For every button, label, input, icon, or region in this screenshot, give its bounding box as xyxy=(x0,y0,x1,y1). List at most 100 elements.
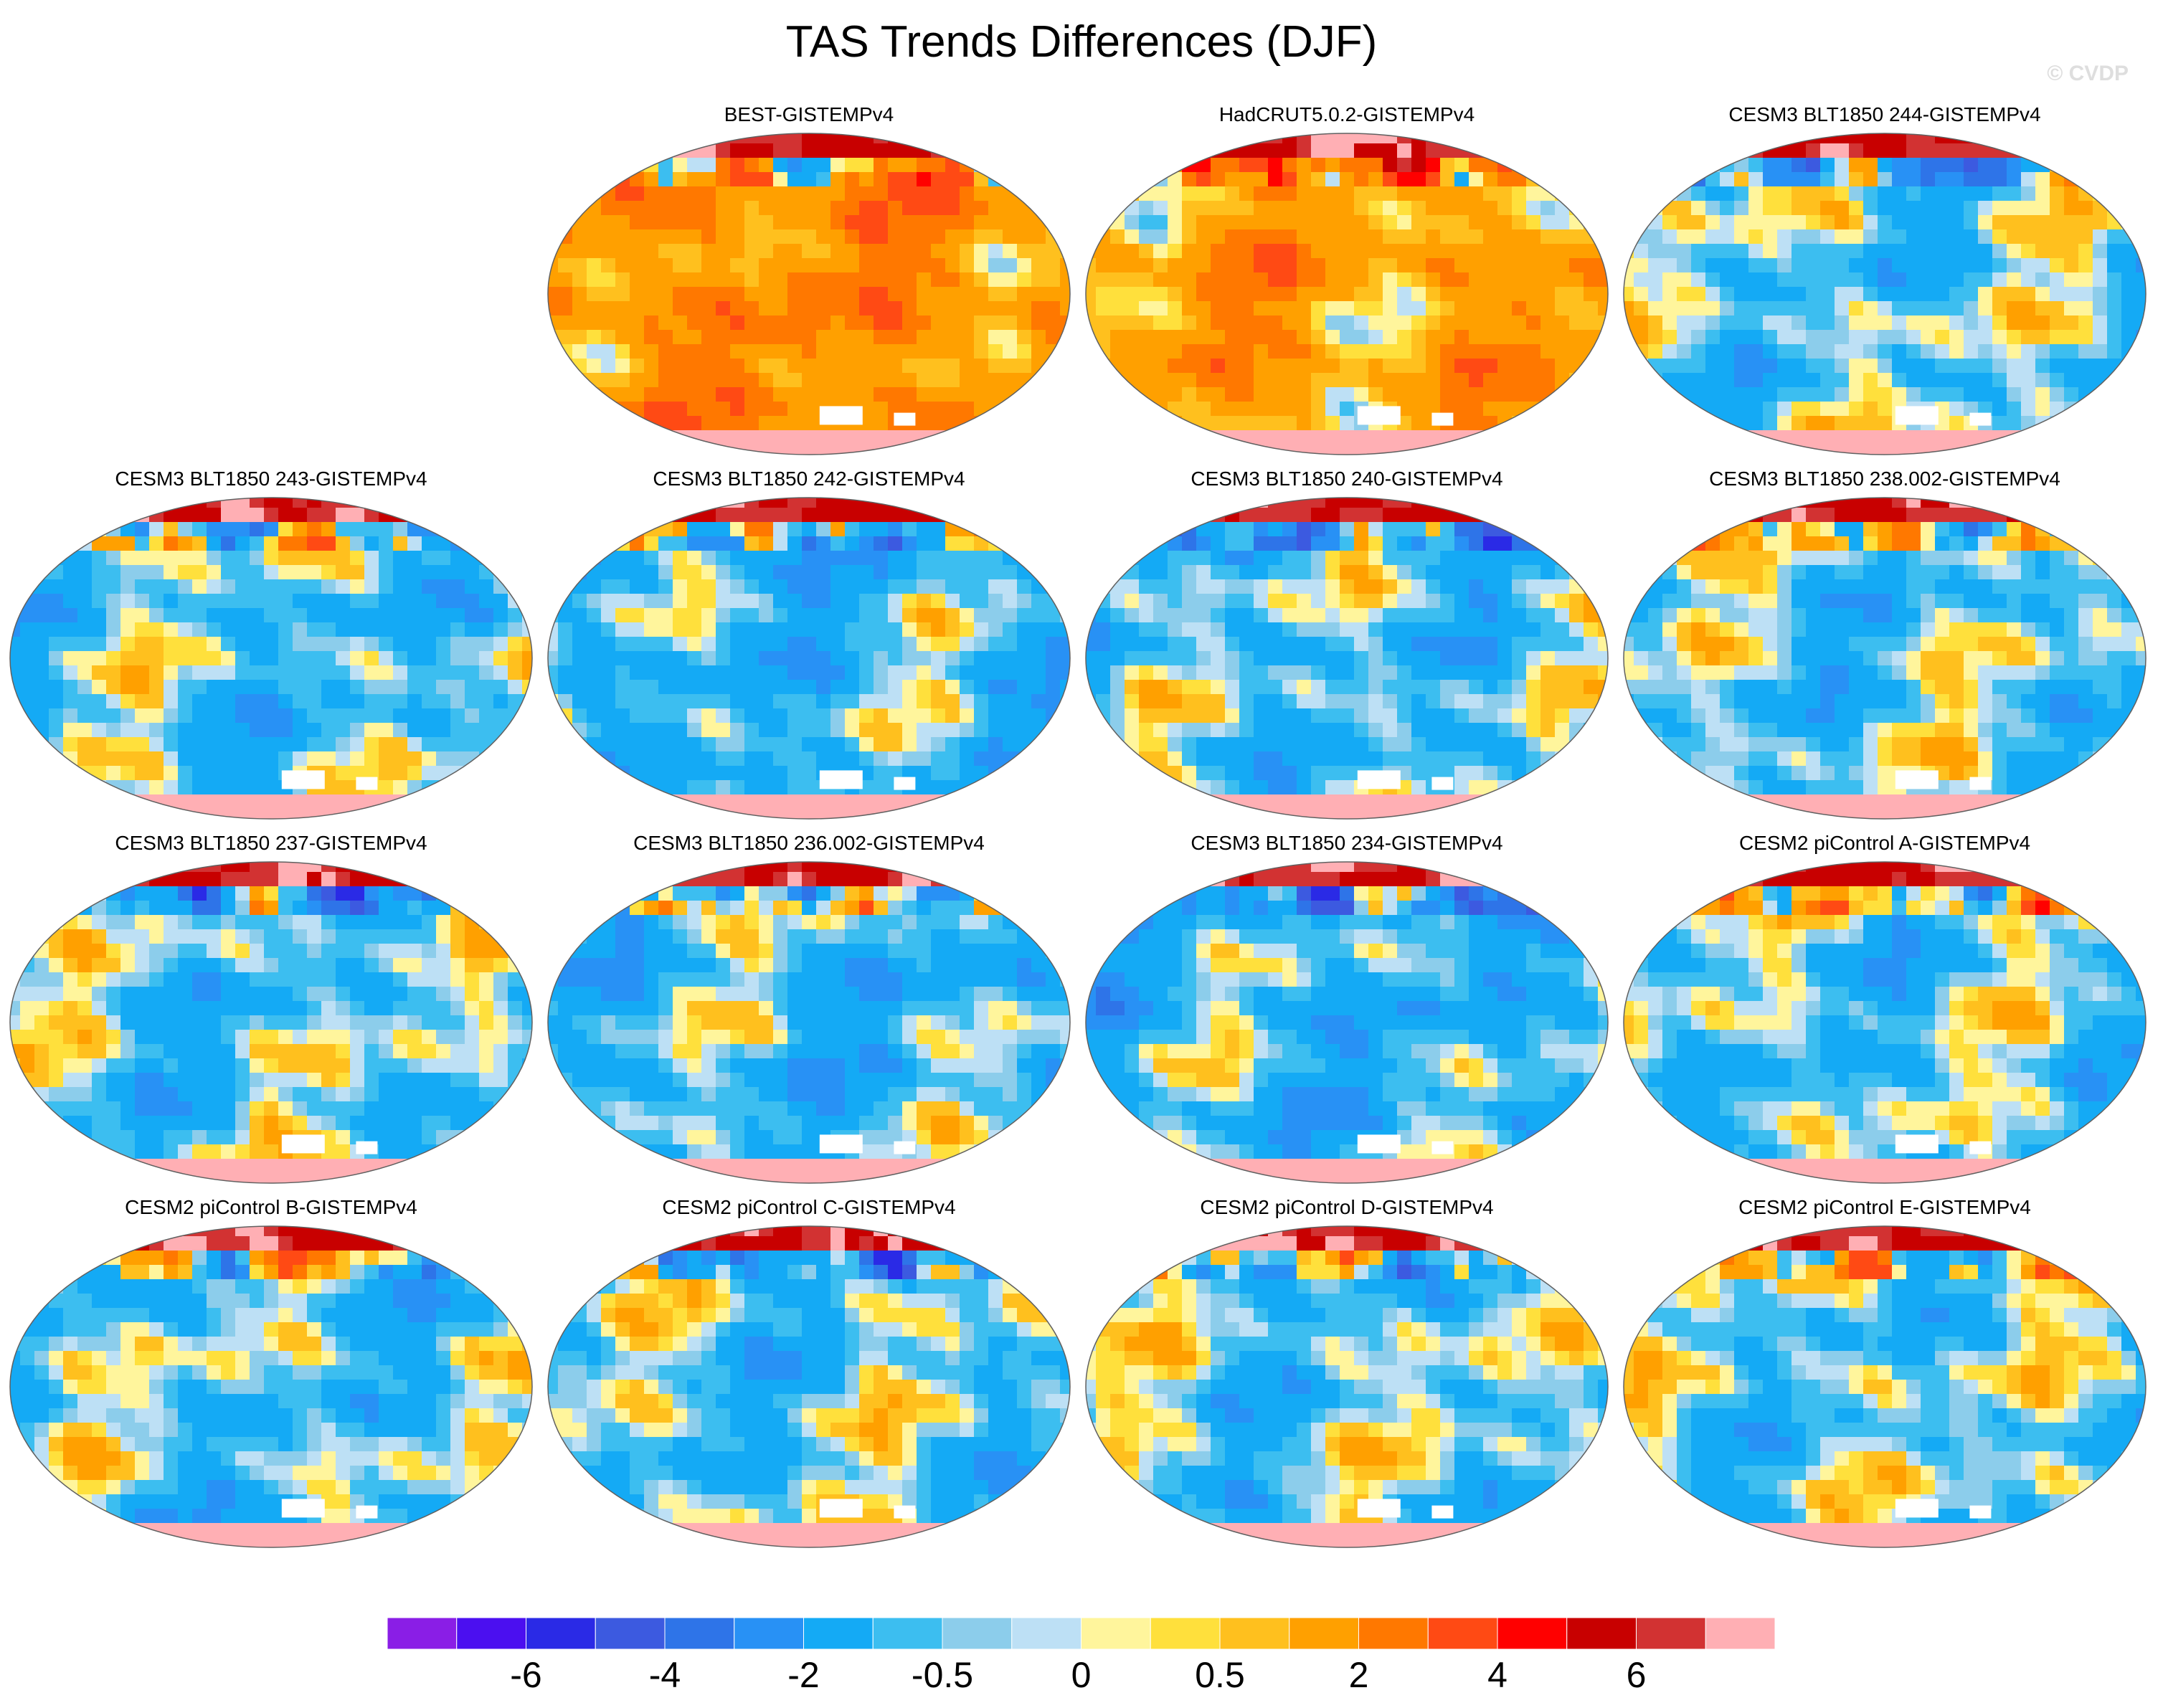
map-panel: HadCRUT5.0.2-GISTEMPv4 xyxy=(1082,102,1612,460)
map-panel: CESM3 BLT1850 237-GISTEMPv4 xyxy=(6,830,536,1189)
panel-title: CESM2 piControl C-GISTEMPv4 xyxy=(662,1196,956,1218)
colorbar-swatch xyxy=(664,1618,735,1649)
map-outline xyxy=(1085,133,1609,455)
colorbar-tick-label: -4 xyxy=(648,1655,681,1695)
map-outline xyxy=(1085,1225,1609,1548)
trend-field xyxy=(1086,1226,1608,1547)
colorbar-tick-label: -2 xyxy=(787,1655,820,1695)
panel-title: CESM3 BLT1850 237-GISTEMPv4 xyxy=(115,832,427,854)
map-outline xyxy=(1085,497,1609,820)
colorbar-swatch xyxy=(1219,1618,1290,1649)
map-panel: CESM2 piControl D-GISTEMPv4 xyxy=(1082,1195,1612,1553)
robinson-map xyxy=(1623,497,2147,820)
map-outline xyxy=(547,133,1071,455)
robinson-map xyxy=(547,133,1071,455)
map-outline xyxy=(1623,497,2147,820)
colorbar-tick-label: 6 xyxy=(1626,1655,1647,1695)
robinson-map xyxy=(547,497,1071,820)
colorbar-swatch xyxy=(1497,1618,1568,1649)
map-outline xyxy=(547,1225,1071,1548)
colorbar-swatch xyxy=(803,1618,874,1649)
map-outline xyxy=(547,861,1071,1184)
map-outline xyxy=(9,497,533,820)
trend-field xyxy=(10,862,532,1183)
map-outline xyxy=(1085,861,1609,1184)
map-panel: CESM3 BLT1850 238.002-GISTEMPv4 xyxy=(1619,466,2150,825)
colorbar-tick-label: 4 xyxy=(1487,1655,1508,1695)
robinson-map xyxy=(1623,133,2147,455)
robinson-map xyxy=(547,1225,1071,1548)
trend-field xyxy=(1624,498,2146,819)
map-panel: BEST-GISTEMPv4 xyxy=(544,102,1074,460)
map-panel: CESM3 BLT1850 236.002-GISTEMPv4 xyxy=(544,830,1074,1189)
robinson-map xyxy=(1085,133,1609,455)
colorbar-swatch xyxy=(1081,1618,1151,1649)
map-panel: CESM2 piControl B-GISTEMPv4 xyxy=(6,1195,536,1553)
map-outline xyxy=(547,497,1071,820)
map-panel: CESM2 piControl A-GISTEMPv4 xyxy=(1619,830,2150,1189)
panel-title: BEST-GISTEMPv4 xyxy=(724,103,894,125)
panel-title: CESM3 BLT1850 236.002-GISTEMPv4 xyxy=(633,832,985,854)
panel-title: CESM3 BLT1850 242-GISTEMPv4 xyxy=(653,468,965,490)
main-title: TAS Trends Differences (DJF) xyxy=(785,17,1378,67)
panel-title: CESM3 BLT1850 243-GISTEMPv4 xyxy=(115,468,427,490)
robinson-map xyxy=(1623,861,2147,1184)
colorbar-swatch xyxy=(526,1618,596,1649)
colorbar-swatch xyxy=(1358,1618,1429,1649)
colorbar-tick-label: 0 xyxy=(1071,1655,1092,1695)
robinson-map xyxy=(1623,1225,2147,1548)
trend-field xyxy=(1624,1226,2146,1547)
robinson-map xyxy=(9,861,533,1184)
robinson-map xyxy=(9,1225,533,1548)
trend-field xyxy=(548,1226,1070,1547)
trend-field xyxy=(548,133,1070,455)
panel-title: CESM3 BLT1850 238.002-GISTEMPv4 xyxy=(1709,468,2060,490)
map-outline xyxy=(1623,861,2147,1184)
panel-title: CESM3 BLT1850 240-GISTEMPv4 xyxy=(1191,468,1503,490)
colorbar-swatch xyxy=(1150,1618,1221,1649)
panel-title: CESM2 piControl D-GISTEMPv4 xyxy=(1200,1196,1494,1218)
colorbar-swatch xyxy=(595,1618,666,1649)
colorbar-tick-label: -6 xyxy=(510,1655,542,1695)
trend-field xyxy=(10,1226,532,1547)
colorbar-swatch xyxy=(942,1618,1013,1649)
colorbar-swatch xyxy=(1705,1618,1775,1649)
map-outline xyxy=(1623,133,2147,455)
map-panel: CESM3 BLT1850 244-GISTEMPv4 xyxy=(1619,102,2150,460)
map-outline xyxy=(1623,1225,2147,1548)
colorbar-tick-label: 0.5 xyxy=(1195,1655,1245,1695)
colorbar-tick-labels: -6 -4 -2 -0.5 0 0.5 2 4 6 xyxy=(387,1652,1775,1702)
map-outline xyxy=(9,861,533,1184)
map-panel: CESM2 piControl E-GISTEMPv4 xyxy=(1619,1195,2150,1553)
trend-field xyxy=(1086,862,1608,1183)
map-outline xyxy=(9,1225,533,1548)
colorbar-tick-label: 2 xyxy=(1348,1655,1369,1695)
colorbar-swatch xyxy=(1289,1618,1359,1649)
panel-title: CESM3 BLT1850 234-GISTEMPv4 xyxy=(1191,832,1503,854)
robinson-map xyxy=(547,861,1071,1184)
trend-field xyxy=(548,498,1070,819)
map-panel: CESM3 BLT1850 242-GISTEMPv4 xyxy=(544,466,1074,825)
map-panel: CESM3 BLT1850 243-GISTEMPv4 xyxy=(6,466,536,825)
map-panel: CESM2 piControl C-GISTEMPv4 xyxy=(544,1195,1074,1553)
trend-field xyxy=(548,862,1070,1183)
colorbar-swatch xyxy=(734,1618,804,1649)
colorbar-swatch xyxy=(387,1618,458,1649)
map-panel: CESM3 BLT1850 240-GISTEMPv4 xyxy=(1082,466,1612,825)
panel-title: CESM3 BLT1850 244-GISTEMPv4 xyxy=(1728,103,2041,125)
colorbar-swatch xyxy=(1636,1618,1706,1649)
colorbar-swatch xyxy=(1011,1618,1082,1649)
trend-field xyxy=(1086,498,1608,819)
trend-field xyxy=(1624,133,2146,455)
robinson-map xyxy=(9,497,533,820)
trend-field xyxy=(1624,862,2146,1183)
colorbar-swatch xyxy=(456,1618,526,1649)
panel-title: HadCRUT5.0.2-GISTEMPv4 xyxy=(1218,103,1475,125)
panel-title: CESM2 piControl A-GISTEMPv4 xyxy=(1738,832,2031,854)
colorbar-swatch xyxy=(872,1618,943,1649)
robinson-map xyxy=(1085,497,1609,820)
trend-field xyxy=(1086,133,1608,455)
colorbar-swatch xyxy=(1566,1618,1637,1649)
map-panel: CESM3 BLT1850 234-GISTEMPv4 xyxy=(1082,830,1612,1189)
panel-title: CESM2 piControl E-GISTEMPv4 xyxy=(1738,1196,2031,1218)
